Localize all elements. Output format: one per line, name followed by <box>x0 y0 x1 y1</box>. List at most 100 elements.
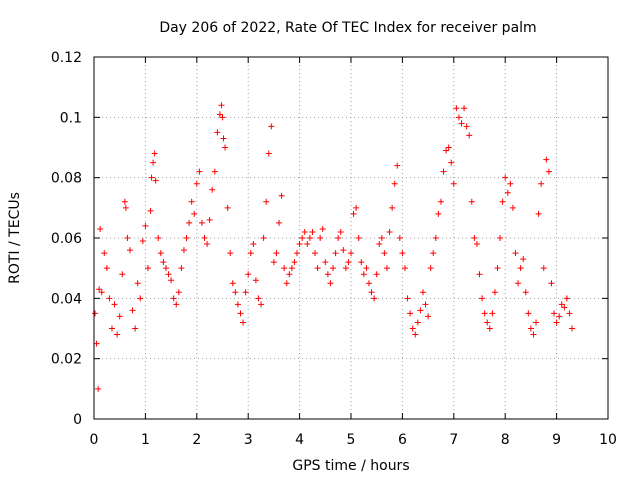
data-point-marker <box>101 250 108 257</box>
data-point-marker <box>353 204 360 211</box>
data-point-marker <box>211 168 218 175</box>
data-point-marker <box>216 111 223 118</box>
data-point-marker <box>168 277 175 284</box>
data-point-marker <box>263 198 270 205</box>
data-point-marker <box>330 265 337 272</box>
data-point-marker <box>407 310 414 317</box>
data-point-marker <box>286 271 293 278</box>
x-tick-label: 9 <box>552 432 561 448</box>
data-point-marker <box>507 180 514 187</box>
x-tick-label: 0 <box>90 432 99 448</box>
data-point-marker <box>335 235 342 241</box>
data-point-marker <box>419 289 426 296</box>
data-point-marker <box>378 235 385 241</box>
data-point-marker <box>381 250 388 257</box>
data-point-marker <box>394 162 401 169</box>
data-point-marker <box>265 150 272 157</box>
data-point-marker <box>186 219 193 226</box>
data-point-marker <box>345 259 352 266</box>
data-point-marker <box>132 325 139 332</box>
data-point-marker <box>155 235 162 241</box>
data-point-marker <box>162 265 169 272</box>
data-point-marker <box>548 280 555 287</box>
data-point-marker <box>142 222 149 229</box>
data-point-marker <box>422 301 429 308</box>
data-point-marker <box>108 325 115 332</box>
chart-title: Day 206 of 2022, Rate Of TEC Index for r… <box>159 20 536 36</box>
data-point-marker <box>255 295 262 302</box>
data-point-marker <box>220 135 227 142</box>
data-point-marker <box>455 114 462 121</box>
data-point-marker <box>535 210 542 217</box>
data-point-marker <box>281 265 288 272</box>
data-point-marker <box>301 228 308 235</box>
data-point-marker <box>270 259 277 266</box>
data-point-marker <box>245 271 252 278</box>
data-point-marker <box>294 250 301 257</box>
data-point-marker <box>437 198 444 205</box>
y-tick-label: 0.04 <box>51 291 82 307</box>
data-point-marker <box>183 235 190 241</box>
data-point-marker <box>463 123 470 130</box>
data-point-marker <box>206 216 213 223</box>
data-point-marker <box>232 289 239 296</box>
data-point-marker <box>396 235 403 241</box>
data-point-marker <box>558 301 565 308</box>
x-tick-label: 6 <box>398 432 407 448</box>
data-point-marker <box>484 319 491 326</box>
data-point-marker <box>340 247 347 254</box>
data-point-marker <box>561 304 568 311</box>
data-point-marker <box>355 235 362 241</box>
data-point-marker <box>551 310 558 317</box>
data-point-marker <box>214 129 221 136</box>
data-point-marker <box>466 132 473 139</box>
data-point-marker <box>170 295 177 302</box>
data-point-marker <box>363 265 370 272</box>
data-point-marker <box>479 295 486 302</box>
data-point-marker <box>147 207 154 214</box>
data-point-marker <box>312 250 319 257</box>
x-tick-label: 7 <box>449 432 458 448</box>
data-point-marker <box>252 277 259 284</box>
data-point-marker <box>556 313 563 320</box>
x-tick-label: 2 <box>192 432 201 448</box>
data-point-marker <box>515 280 522 287</box>
data-point-marker <box>358 259 365 266</box>
y-tick-label: 0.06 <box>51 231 82 247</box>
data-point-marker <box>414 319 421 326</box>
x-tick-label: 4 <box>295 432 304 448</box>
data-point-marker <box>180 247 187 254</box>
data-point-marker <box>404 295 411 302</box>
y-tick-label: 0.02 <box>51 352 82 368</box>
data-point-marker <box>520 256 527 263</box>
data-point-marker <box>126 247 133 254</box>
data-point-marker <box>260 235 267 241</box>
data-point-marker <box>371 295 378 302</box>
data-point-marker <box>268 123 275 130</box>
data-point-marker <box>327 280 334 287</box>
data-point-marker <box>95 385 102 392</box>
data-point-marker <box>188 198 195 205</box>
data-point-marker <box>229 280 236 287</box>
data-point-marker <box>473 241 480 248</box>
data-point-marker <box>569 325 576 332</box>
data-point-marker <box>198 219 205 226</box>
data-point-marker <box>450 180 457 187</box>
data-point-marker <box>191 210 198 217</box>
data-point-marker <box>432 235 439 241</box>
data-point-marker <box>376 241 383 248</box>
data-point-marker <box>566 310 573 317</box>
data-point-marker <box>425 313 432 320</box>
data-point-marker <box>553 319 560 326</box>
data-point-marker <box>157 250 164 257</box>
data-point-marker <box>386 228 393 235</box>
data-point-marker <box>278 192 285 199</box>
data-point-marker <box>468 198 475 205</box>
data-point-marker <box>440 168 447 175</box>
data-point-marker <box>96 286 103 293</box>
data-point-marker <box>430 250 437 257</box>
data-point-marker <box>337 228 344 235</box>
data-point-marker <box>427 265 434 272</box>
data-point-marker <box>122 204 129 211</box>
